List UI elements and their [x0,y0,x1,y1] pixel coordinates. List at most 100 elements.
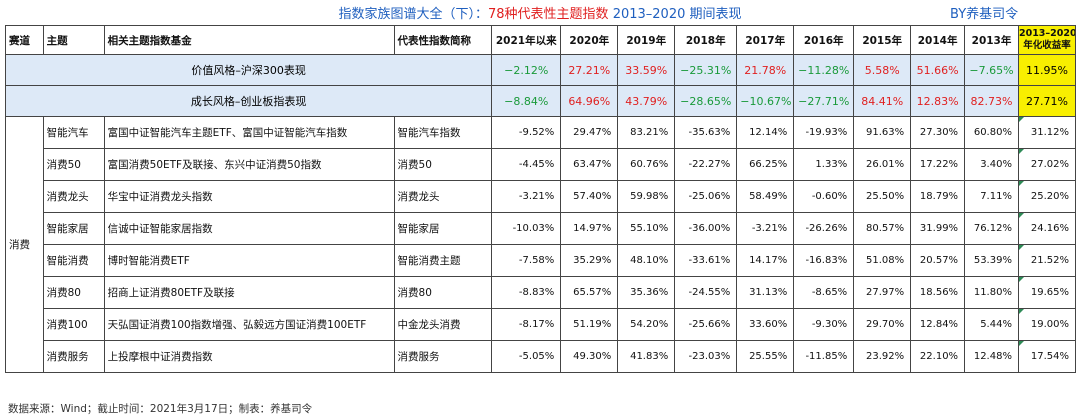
return-cell: 12.14% [736,116,795,149]
return-cell: 59.98% [617,180,676,213]
annual-return-cell: 27.02% [1017,148,1077,181]
col-index: 代表性指数简称 [393,25,493,55]
return-cell: 26.01% [853,148,912,181]
col-2013: 2013年 [964,25,1019,55]
return-cell: 29.70% [853,308,912,341]
annual-return-value: 19.00% [1030,319,1069,330]
col-track: 赛道 [5,25,44,55]
return-cell: -11.85% [793,340,855,373]
col-2014: 2014年 [910,25,966,55]
flag-marker-icon [1019,245,1024,250]
return-cell: 55.10% [617,212,676,245]
benchmark-cell: −11.28% [793,54,855,86]
return-cell: -36.00% [674,212,738,245]
funds-cell: 信诚中证智能家居指数 [103,212,395,245]
return-cell: -8.65% [793,276,855,309]
return-cell: 31.99% [910,212,966,245]
funds-cell: 富国消费50ETF及联接、东兴中证消费50指数 [103,148,395,181]
annual-return-cell: 19.00% [1017,308,1077,341]
return-cell: -8.83% [491,276,562,309]
return-cell: 27.30% [910,116,966,149]
benchmark-cell: −25.31% [674,54,738,86]
table-row: 消费80 招商上证消费80ETF及联接 消费80 -8.83% 65.57% 35.36%… [6,276,1077,309]
return-cell: -3.21% [736,212,795,245]
flag-marker-icon [1019,277,1024,282]
table-row: 消费服务 上投摩根中证消费指数 消费服务 -5.05% 49.30% 41.83% -23.… [6,340,1077,373]
funds-cell: 天弘国证消费100指数增强、弘毅远方国证消费100ETF [103,308,395,341]
benchmark-cell: 27.21% [560,54,619,86]
return-cell: -10.03% [491,212,562,245]
benchmark-cell: −28.65% [674,85,738,117]
benchmark-cell: −7.65% [964,54,1019,86]
return-cell: 48.10% [617,244,676,277]
return-cell: -7.58% [491,244,562,277]
return-cell: 60.80% [964,116,1019,149]
return-cell: 76.12% [964,212,1019,245]
col-2016: 2016年 [793,25,855,55]
byline: BY养基司令 [950,7,1019,22]
benchmark-cell: −10.67% [736,85,795,117]
theme-cell: 消费80 [42,276,105,309]
index-cell: 消费50 [393,148,493,181]
benchmark-row: 成长风格–创业板指表现 −8.84% 64.96% 43.79% −28.65%… [4,85,1077,117]
index-cell: 中金龙头消费 [393,308,493,341]
return-cell: 60.76% [617,148,676,181]
return-cell: 29.47% [560,116,619,149]
benchmark-name: 价值风格–沪深300表现 [4,54,493,86]
col-2017: 2017年 [736,25,795,55]
return-cell: 25.55% [736,340,795,373]
benchmark-cell: 21.78% [736,54,795,86]
col-2018: 2018年 [674,25,738,55]
return-cell: 63.47% [560,148,619,181]
return-cell: -19.93% [793,116,855,149]
return-cell: -9.30% [793,308,855,341]
index-cell: 智能汽车指数 [393,116,493,149]
index-cell: 消费龙头 [393,180,493,213]
return-cell: 12.84% [910,308,966,341]
col-annual: 2013–2020 年化收益率 [1017,25,1077,55]
benchmark-cell: 64.96% [560,85,619,117]
return-cell: -9.52% [491,116,562,149]
annual-return-cell: 25.20% [1017,180,1077,213]
benchmark-cell: 5.58% [853,54,912,86]
return-cell: -25.06% [674,180,738,213]
annual-return-cell: 21.52% [1017,244,1077,277]
return-cell: 22.10% [910,340,966,373]
index-cell: 消费服务 [393,340,493,373]
return-cell: 66.25% [736,148,795,181]
return-cell: 31.13% [736,276,795,309]
col-theme: 主题 [42,25,105,55]
col-2021: 2021年以来 [491,25,562,55]
return-cell: -26.26% [793,212,855,245]
funds-cell: 上投摩根中证消费指数 [103,340,395,373]
index-cell: 消费80 [393,276,493,309]
return-cell: 20.57% [910,244,966,277]
benchmark-name: 成长风格–创业板指表现 [4,85,493,117]
annual-return-value: 19.65% [1030,287,1069,298]
theme-cell: 智能消费 [42,244,105,277]
return-cell: 33.60% [736,308,795,341]
flag-marker-icon [1019,341,1024,346]
col-funds: 相关主题指数基金 [103,25,395,55]
page-title: 指数家族图谱大全（下）：78种代表性主题指数 2013–2020 期间表现 [160,3,920,22]
return-cell: -25.66% [674,308,738,341]
source-footnote: 数据来源：Wind；截止时间：2021年3月17日；制表：养基司令 [8,403,313,415]
return-cell: 57.40% [560,180,619,213]
theme-cell: 智能家居 [42,212,105,245]
annual-return-value: 25.20% [1030,191,1069,202]
return-cell: 51.19% [560,308,619,341]
title-prefix: 指数家族图谱大全（下）： [338,7,489,22]
annual-return-cell: 24.16% [1017,212,1077,245]
table-row: 消费 智能汽车 富国中证智能汽车主题ETF、富国中证智能汽车指数 智能汽车指数 -9.5… [5,116,1077,373]
annual-return-value: 17.54% [1030,351,1069,362]
col-annual-line1: 2013–2020 [1018,28,1076,39]
col-2020: 2020年 [560,25,619,55]
return-cell: -23.03% [674,340,738,373]
benchmark-annual: 11.95% [1017,54,1077,86]
annual-return-value: 21.52% [1030,255,1069,266]
col-2015: 2015年 [853,25,912,55]
funds-cell: 富国中证智能汽车主题ETF、富国中证智能汽车指数 [103,116,395,149]
return-cell: -33.61% [674,244,738,277]
index-cell: 智能消费主题 [393,244,493,277]
return-cell: 58.49% [736,180,795,213]
